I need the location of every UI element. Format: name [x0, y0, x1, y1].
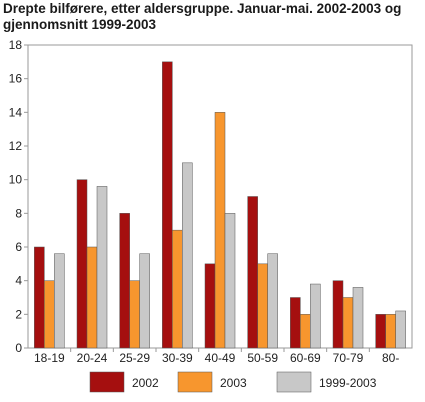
x-tick-label: 80-: [382, 351, 399, 365]
y-tick-label: 2: [15, 307, 22, 321]
y-tick-label: 0: [15, 341, 22, 355]
bar-2002-25-29: [119, 213, 130, 349]
bar-2002-60-69: [290, 297, 301, 349]
bar-2002-50-59: [247, 196, 258, 349]
legend-swatch-1999-2003: [276, 371, 312, 393]
legend-swatch-2003: [177, 371, 213, 393]
bar-2002-40-49: [204, 263, 216, 349]
x-tick-label: 60-69: [290, 351, 321, 365]
legend-label-2003: 2003: [220, 376, 247, 390]
bar-1999-2003-18-19: [54, 253, 65, 349]
bar-1999-2003-30-39: [182, 162, 193, 349]
y-tick-label: 8: [15, 206, 22, 220]
legend-label-1999-2003: 1999-2003: [319, 376, 377, 390]
y-tick-label: 14: [9, 105, 23, 119]
x-tick-label: 18-19: [34, 351, 65, 365]
bars: [34, 61, 406, 349]
bar-1999-2003-40-49: [224, 213, 236, 349]
bar-2002-80-: [375, 314, 386, 349]
bar-2003-70-79: [342, 297, 354, 349]
legend-label-2002: 2002: [132, 376, 159, 390]
y-tick-label: 12: [9, 139, 23, 153]
bar-1999-2003-60-69: [310, 283, 321, 349]
chart-title: Drepte bilførere, etter aldersgruppe. Ja…: [3, 1, 402, 32]
bar-2003-80-: [385, 314, 396, 349]
bar-2002-30-39: [162, 61, 173, 349]
bar-2003-25-29: [129, 280, 140, 349]
bar-1999-2003-70-79: [352, 287, 364, 349]
bar-2003-30-39: [172, 229, 183, 349]
bar-2002-20-24: [76, 179, 88, 349]
bar-2003-50-59: [257, 263, 268, 349]
x-tick-label: 40-49: [205, 351, 236, 365]
x-axis: 18-19 20-24 25-29 30-39 40-49 50-59 60-69 70-79…: [34, 348, 399, 365]
legend-swatch-2002: [89, 371, 125, 393]
bar-2003-18-19: [44, 280, 55, 349]
bar-2003-40-49: [214, 112, 226, 349]
y-tick-label: 4: [15, 274, 22, 288]
bar-2003-60-69: [300, 314, 311, 349]
legend: 2002 2003 1999-2003: [89, 371, 377, 393]
y-axis: 0 2 4 6 8 10 12 14 16 18: [9, 38, 28, 355]
bar-1999-2003-25-29: [139, 253, 150, 349]
x-tick-label: 30-39: [162, 351, 193, 365]
bar-1999-2003-50-59: [267, 253, 278, 349]
x-tick-label: 70-79: [333, 351, 364, 365]
y-tick-label: 16: [9, 72, 23, 86]
bar-2003-20-24: [86, 246, 98, 349]
y-tick-label: 18: [9, 38, 23, 52]
bar-2002-70-79: [332, 280, 344, 349]
x-tick-label: 50-59: [247, 351, 278, 365]
x-tick-label: 20-24: [77, 351, 108, 365]
y-tick-label: 6: [15, 240, 22, 254]
x-tick-label: 25-29: [119, 351, 150, 365]
y-tick-label: 10: [9, 173, 23, 187]
bar-2002-18-19: [34, 246, 45, 349]
bar-1999-2003-20-24: [96, 186, 108, 349]
bar-1999-2003-80-: [395, 310, 406, 349]
